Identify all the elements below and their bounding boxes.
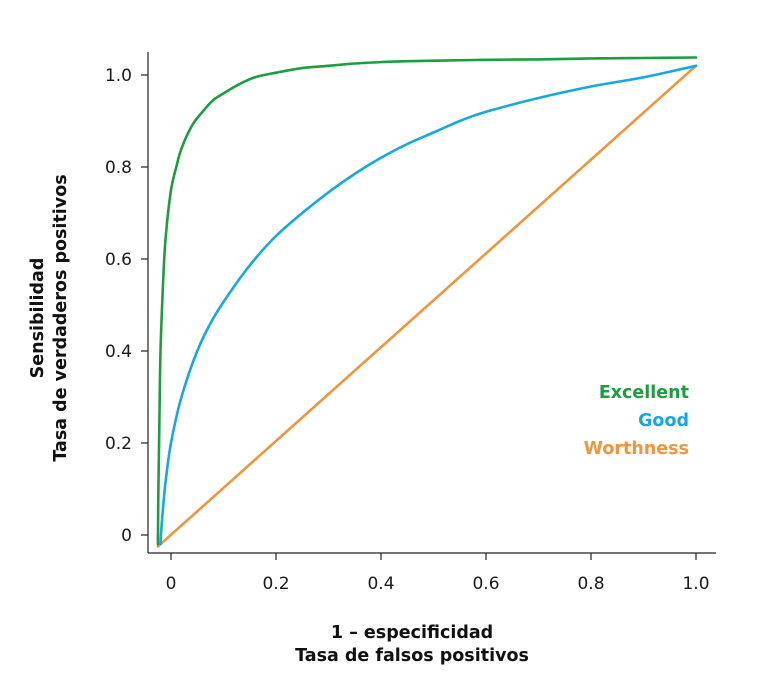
y-tick-label-0: 0	[121, 526, 132, 546]
x-tick-label-0: 0	[166, 574, 177, 594]
x-tick-label-4: 0.8	[577, 574, 604, 594]
series-lines	[156, 56, 698, 548]
x-ticks	[170, 553, 697, 560]
x-axis-title: 1 – especificidad Tasa de falsos positiv…	[295, 623, 529, 666]
x-tick-label-5: 1.0	[682, 574, 709, 594]
y-axis-title-line-2: Tasa de verdaderos positivos	[51, 174, 71, 461]
series-line-worthness	[156, 64, 698, 548]
legend: Excellent Good Worthness	[584, 383, 689, 459]
y-tick-label-1: 0.2	[105, 434, 132, 454]
y-ticks	[141, 74, 148, 536]
x-axis-title-line-2: Tasa de falsos positivos	[295, 646, 529, 666]
x-tick-labels: 0 0.2 0.4 0.6 0.8 1.0	[166, 574, 710, 594]
legend-label-worthness: Worthness	[584, 439, 689, 459]
series-line-good	[159, 64, 698, 546]
legend-label-excellent: Excellent	[599, 383, 689, 403]
y-tick-label-2: 0.4	[105, 342, 132, 362]
x-tick-label-2: 0.4	[367, 574, 394, 594]
legend-label-good: Good	[638, 411, 689, 431]
y-tick-label-5: 1.0	[105, 66, 132, 86]
y-tick-label-4: 0.8	[105, 158, 132, 178]
x-axis-title-line-1: 1 – especificidad	[331, 623, 493, 643]
x-tick-label-3: 0.6	[472, 574, 499, 594]
y-axis-title-line-1: Sensibilidad	[28, 258, 48, 379]
x-tick-label-1: 0.2	[262, 574, 289, 594]
y-axis-title: Sensibilidad Tasa de verdaderos positivo…	[28, 174, 71, 461]
y-tick-labels: 0 0.2 0.4 0.6 0.8 1.0	[105, 66, 132, 546]
series-line-excellent	[156, 56, 698, 546]
y-tick-label-3: 0.6	[105, 250, 132, 270]
